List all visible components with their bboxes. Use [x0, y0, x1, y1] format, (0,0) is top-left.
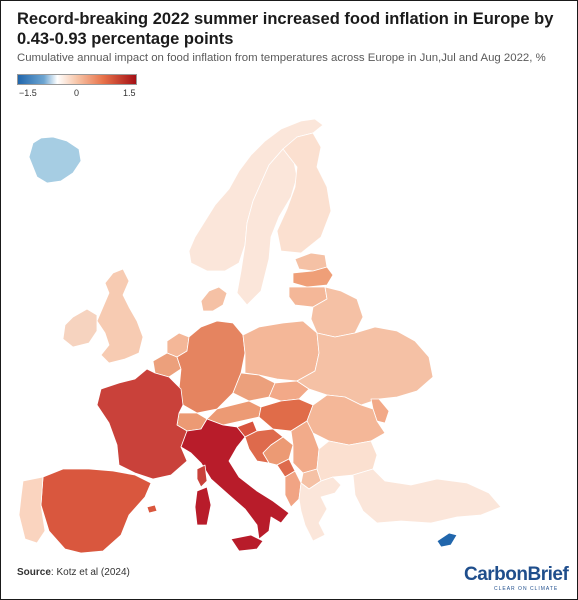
legend-mid-label: 0: [74, 88, 80, 98]
europe-map: [18, 118, 502, 554]
region-belarus[interactable]: [310, 286, 364, 338]
region-cyprus[interactable]: [436, 532, 458, 548]
region-portugal[interactable]: [18, 476, 46, 544]
region-bosnia[interactable]: [262, 436, 294, 466]
region-spain-balearic[interactable]: [146, 504, 158, 514]
chart-subtitle: Cumulative annual impact on food inflati…: [17, 52, 546, 64]
region-spain[interactable]: [40, 468, 152, 554]
source-note: Source: Kotz et al (2024): [17, 567, 130, 578]
region-turkey[interactable]: [352, 468, 502, 524]
logo-wordmark: CarbonBrief: [464, 564, 569, 585]
region-albania[interactable]: [284, 470, 302, 508]
legend-max-label: 1.5: [123, 88, 136, 98]
color-legend: −1.5 0 1.5: [17, 74, 139, 104]
source-label: Source: [17, 567, 51, 578]
region-france[interactable]: [96, 368, 188, 480]
region-denmark[interactable]: [200, 286, 228, 312]
region-italy-sardinia[interactable]: [194, 486, 212, 526]
logo-tagline: CLEAR ON CLIMATE: [494, 586, 559, 592]
region-germany[interactable]: [176, 320, 246, 414]
legend-gradient-bar: [17, 74, 137, 85]
region-poland[interactable]: [242, 320, 320, 382]
legend-min-label: −1.5: [19, 88, 37, 98]
region-ireland[interactable]: [62, 308, 98, 348]
region-france-corsica[interactable]: [196, 464, 208, 488]
carbonbrief-logo[interactable]: CarbonBrief CLEAR ON CLIMATE: [464, 564, 570, 594]
region-iceland[interactable]: [28, 136, 82, 184]
region-finland[interactable]: [276, 132, 332, 254]
source-text: : Kotz et al (2024): [50, 567, 130, 578]
region-united-kingdom[interactable]: [96, 268, 144, 364]
chart-title: Record-breaking 2022 summer increased fo…: [17, 10, 554, 48]
region-italy-sicily[interactable]: [230, 534, 264, 552]
region-italy[interactable]: [180, 418, 290, 540]
region-latvia[interactable]: [292, 266, 334, 288]
region-ukraine[interactable]: [296, 326, 434, 406]
region-greece[interactable]: [298, 476, 342, 542]
